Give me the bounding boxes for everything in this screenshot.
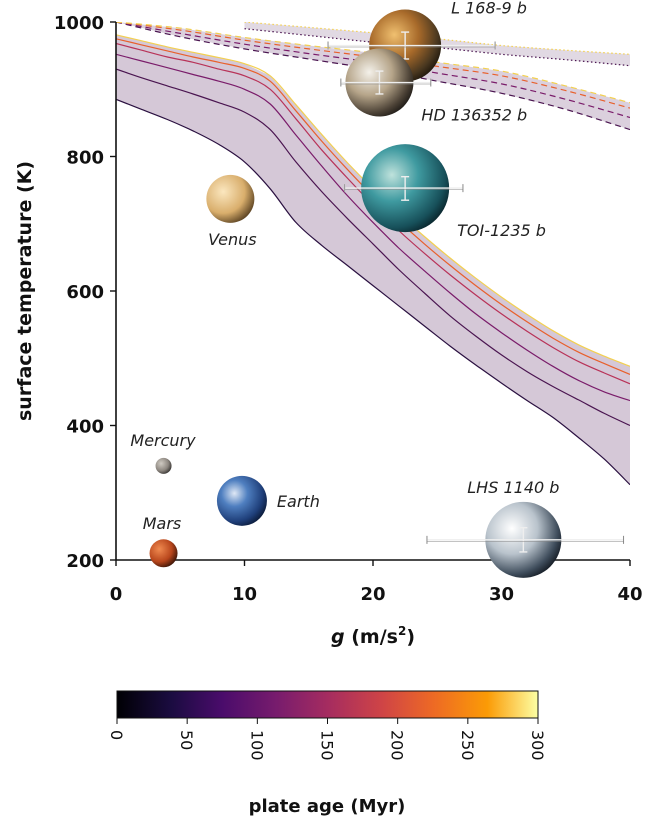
planets: Mercury Venus Earth Mars L 168-9 b HD 136352 …: [130, 0, 625, 578]
y-tick-label: 1000: [54, 13, 104, 34]
y-tick-label: 600: [66, 282, 104, 303]
colorbar-ticks: 0 50 100 150 200 250 300: [107, 718, 547, 761]
planet-label: Mercury: [130, 431, 196, 450]
curve-plate-age-0: [116, 98, 630, 486]
x-tick-label: 30: [489, 584, 514, 605]
x-tick-label: 40: [617, 584, 642, 605]
x-axis-label: g (m/s2): [331, 624, 415, 648]
x-tick-label: 20: [360, 584, 385, 605]
curve-plate-age-100: [116, 53, 630, 402]
y-axis-label: surface temperature (K): [14, 161, 36, 421]
colorbar-gradient: [116, 690, 539, 719]
planet-label: HD 136352 b: [421, 106, 527, 125]
planet-lhs-1140-b: LHS 1140 b: [426, 478, 625, 578]
curve-plate-age-300: [116, 22, 630, 104]
planet-venus: Venus: [206, 174, 257, 249]
planet-label: Earth: [277, 492, 320, 511]
x-ticks: 0 10 20 30 40: [110, 560, 643, 605]
colorbar-tick-label: 100: [247, 730, 266, 761]
planet-label: TOI-1235 b: [457, 221, 546, 240]
colorbar-tick-label: 150: [318, 730, 337, 761]
model-curves: [116, 22, 630, 486]
planet-label: LHS 1140 b: [467, 478, 559, 497]
planet-mercury: Mercury: [130, 431, 196, 474]
curve-plate-age-300: [244, 22, 630, 55]
colorbar-tick-label: 300: [528, 730, 547, 761]
y-tick-label: 400: [66, 417, 104, 438]
y-tick-label: 800: [66, 148, 104, 169]
planet-hd-136352-b: HD 136352 b: [340, 48, 527, 125]
colorbar-tick-label: 0: [107, 730, 126, 740]
planet-marker: [149, 539, 178, 568]
colorbar-tick-label: 200: [388, 730, 407, 761]
colorbar-tick-label: 250: [458, 730, 477, 761]
planet-mars: Mars: [143, 514, 182, 568]
y-tick-label: 200: [66, 551, 104, 572]
planet-marker: [206, 174, 255, 223]
solid-band: [116, 34, 630, 485]
curve-plate-age-200: [116, 22, 630, 109]
curve-plate-age-0: [244, 28, 630, 67]
planet-marker: [155, 457, 172, 474]
planet-toi-1235-b: TOI-1235 b: [344, 144, 546, 240]
planet-label: Venus: [208, 230, 256, 249]
y-ticks: 200 400 600 800 1000: [54, 13, 116, 572]
x-tick-label: 0: [110, 584, 123, 605]
planet-label: L 168-9 b: [451, 0, 527, 18]
x-tick-label: 10: [232, 584, 257, 605]
colorbar: 0 50 100 150 200 250 300 plate age (Myr): [107, 690, 547, 817]
colorbar-tick-label: 50: [177, 730, 196, 750]
planet-label: Mars: [143, 514, 182, 533]
planet-marker: [216, 475, 267, 526]
colorbar-label: plate age (Myr): [249, 796, 406, 817]
curve-plate-age-50: [116, 68, 630, 427]
planet-earth: Earth: [216, 475, 320, 526]
